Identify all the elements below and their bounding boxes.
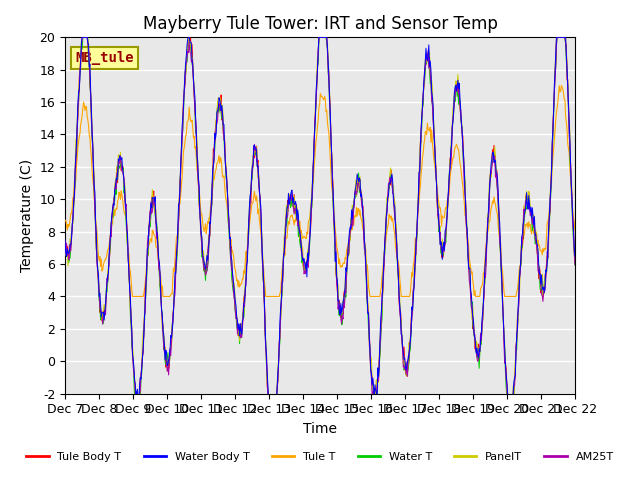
Legend: Tule Body T, Water Body T, Tule T, Water T, PanelT, AM25T: Tule Body T, Water Body T, Tule T, Water… xyxy=(22,447,618,467)
X-axis label: Time: Time xyxy=(303,422,337,436)
Title: Mayberry Tule Tower: IRT and Sensor Temp: Mayberry Tule Tower: IRT and Sensor Temp xyxy=(143,15,497,33)
Text: MB_tule: MB_tule xyxy=(76,51,134,65)
Y-axis label: Temperature (C): Temperature (C) xyxy=(20,159,34,272)
